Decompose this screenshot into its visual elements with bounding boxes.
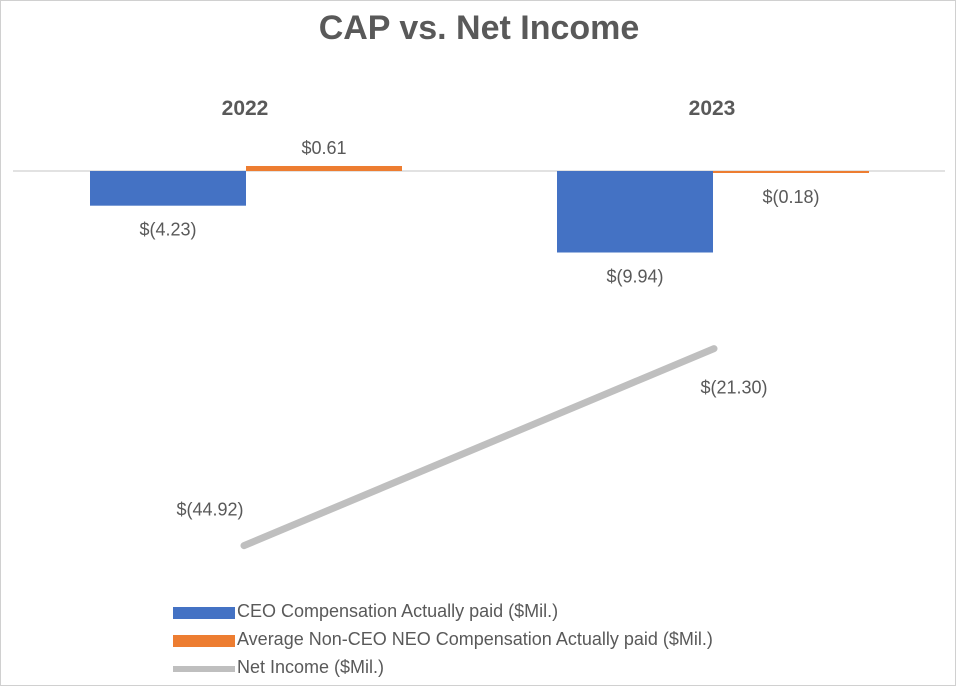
legend-label-ceo: CEO Compensation Actually paid ($Mil.) (237, 601, 559, 621)
legend-label-net-income: Net Income ($Mil.) (237, 657, 385, 677)
chart-title: CAP vs. Net Income (318, 9, 640, 47)
legend-swatch-net-income (173, 666, 235, 672)
plot-area: $(4.23) $(9.94) $0.61 $(0.18) $(44.92) $(21.3… (13, 138, 945, 550)
data-label-neo-2022: $0.61 (301, 138, 346, 158)
bar-ceo-2022 (90, 171, 246, 206)
legend-swatch-neo (173, 635, 235, 647)
bar-neo-2022 (246, 165, 402, 171)
category-label-2023: 2023 (688, 97, 736, 120)
net-income-line (240, 345, 718, 550)
data-label-net-income-2023: $(21.30) (700, 378, 767, 398)
data-label-ceo-2023: $(9.94) (606, 267, 663, 287)
data-label-net-income-2022: $(44.92) (176, 500, 243, 520)
bar-neo-2023 (713, 171, 869, 173)
legend-swatch-ceo (173, 607, 235, 619)
bar-ceo-2023 (557, 171, 713, 253)
data-label-neo-2023: $(0.18) (762, 187, 819, 207)
category-label-2022: 2022 (221, 97, 269, 120)
data-label-ceo-2022: $(4.23) (139, 220, 196, 240)
legend-label-neo: Average Non-CEO NEO Compensation Actuall… (237, 629, 713, 649)
